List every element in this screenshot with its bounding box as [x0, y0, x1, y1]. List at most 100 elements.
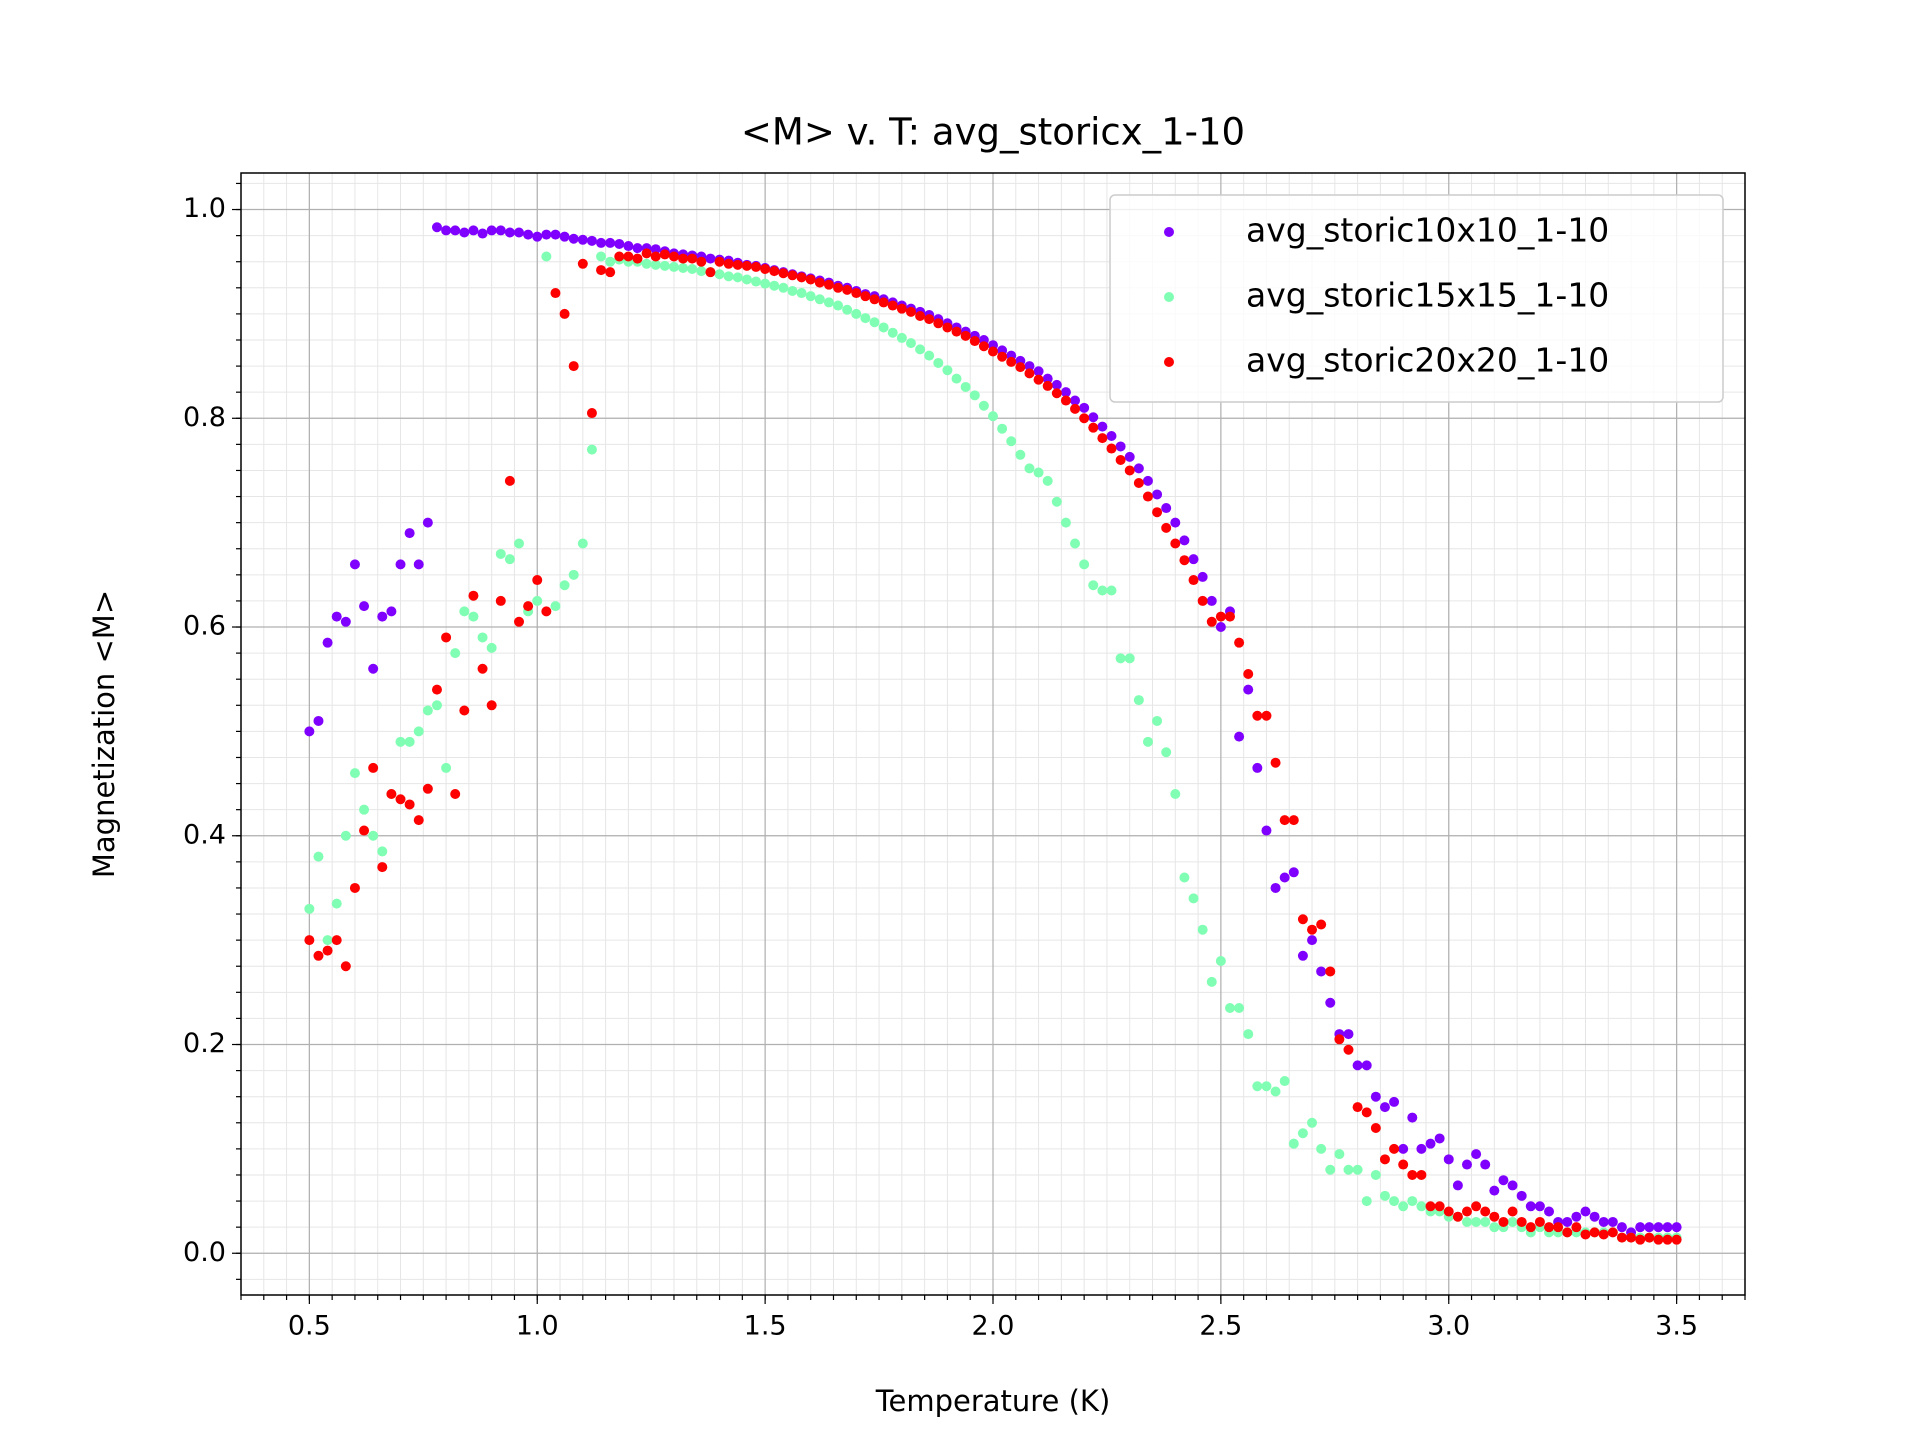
x-tick-label: 0.5: [288, 1311, 331, 1342]
axes-frame: [240, 172, 1746, 1296]
x-tick-label: 1.5: [744, 1311, 787, 1342]
point: [1334, 1034, 1345, 1045]
point: [924, 314, 935, 325]
point: [1343, 1164, 1354, 1175]
point: [605, 256, 616, 267]
point: [559, 308, 570, 319]
point: [322, 945, 333, 956]
point: [577, 258, 588, 269]
point: [1361, 1060, 1372, 1071]
point: [678, 253, 689, 264]
point: [1316, 919, 1327, 930]
point: [1379, 1154, 1390, 1165]
point: [1252, 762, 1263, 773]
point: [568, 233, 579, 244]
point: [359, 601, 370, 612]
point: [1361, 1196, 1372, 1207]
point: [1553, 1222, 1564, 1233]
point: [1115, 455, 1126, 466]
point: [741, 274, 752, 285]
point: [1653, 1222, 1664, 1233]
chart-title: <M> v. T: avg_storicx_1-10: [741, 111, 1245, 154]
point: [550, 229, 561, 240]
point: [1006, 356, 1017, 367]
legend-label: avg_storic10x10_1-10: [1246, 211, 1609, 250]
point: [1279, 1076, 1290, 1087]
point: [532, 575, 543, 586]
point: [568, 569, 579, 580]
point: [322, 637, 333, 648]
point: [1106, 585, 1117, 596]
point: [1616, 1232, 1627, 1243]
point: [1042, 373, 1053, 384]
point: [1297, 1128, 1308, 1139]
point: [1261, 825, 1272, 836]
point: [1534, 1216, 1545, 1227]
point: [1389, 1196, 1400, 1207]
point: [823, 297, 834, 308]
point: [1097, 585, 1108, 596]
point: [1379, 1190, 1390, 1201]
point: [1589, 1227, 1600, 1238]
point: [1124, 451, 1135, 462]
point: [687, 253, 698, 264]
point: [586, 235, 597, 246]
x-axis-label: Temperature (K): [875, 1384, 1111, 1418]
point: [1425, 1201, 1436, 1212]
point: [659, 249, 670, 260]
point: [905, 338, 916, 349]
y-tick-label: 0.6: [183, 611, 226, 642]
point: [1297, 914, 1308, 925]
point: [422, 705, 433, 716]
point: [1033, 374, 1044, 385]
point: [523, 229, 534, 240]
point: [1434, 1201, 1445, 1212]
point: [377, 862, 388, 873]
point: [331, 898, 342, 909]
point: [1307, 935, 1318, 946]
point: [386, 789, 397, 800]
point: [1033, 366, 1044, 377]
point: [422, 783, 433, 794]
point: [978, 400, 989, 411]
point: [860, 291, 871, 302]
point: [413, 726, 424, 737]
legend-marker: [1164, 227, 1174, 237]
point: [732, 259, 743, 270]
point: [1060, 395, 1071, 406]
point: [340, 961, 351, 972]
point: [1361, 1107, 1372, 1118]
point: [787, 270, 798, 281]
point: [468, 225, 479, 236]
point: [1006, 436, 1017, 447]
point: [1325, 966, 1336, 977]
point: [942, 365, 953, 376]
point: [1580, 1206, 1591, 1217]
point: [605, 237, 616, 248]
point: [751, 276, 762, 287]
point: [349, 768, 360, 779]
point: [1152, 507, 1163, 518]
point: [851, 308, 862, 319]
point: [304, 726, 315, 737]
point: [386, 606, 397, 617]
point: [1161, 522, 1172, 533]
point: [359, 804, 370, 815]
point: [769, 280, 780, 291]
point: [1480, 1206, 1491, 1217]
point: [1644, 1222, 1655, 1233]
point: [1234, 731, 1245, 742]
point: [1662, 1234, 1673, 1245]
point: [1288, 815, 1299, 826]
point: [960, 381, 971, 392]
point: [978, 341, 989, 352]
point: [313, 715, 324, 726]
point: [696, 256, 707, 267]
point: [1142, 475, 1153, 486]
point: [1188, 554, 1199, 565]
point: [1079, 413, 1090, 424]
point: [377, 846, 388, 857]
point: [568, 361, 579, 372]
y-axis-label: Magnetization <M>: [87, 590, 121, 878]
point: [459, 705, 470, 716]
